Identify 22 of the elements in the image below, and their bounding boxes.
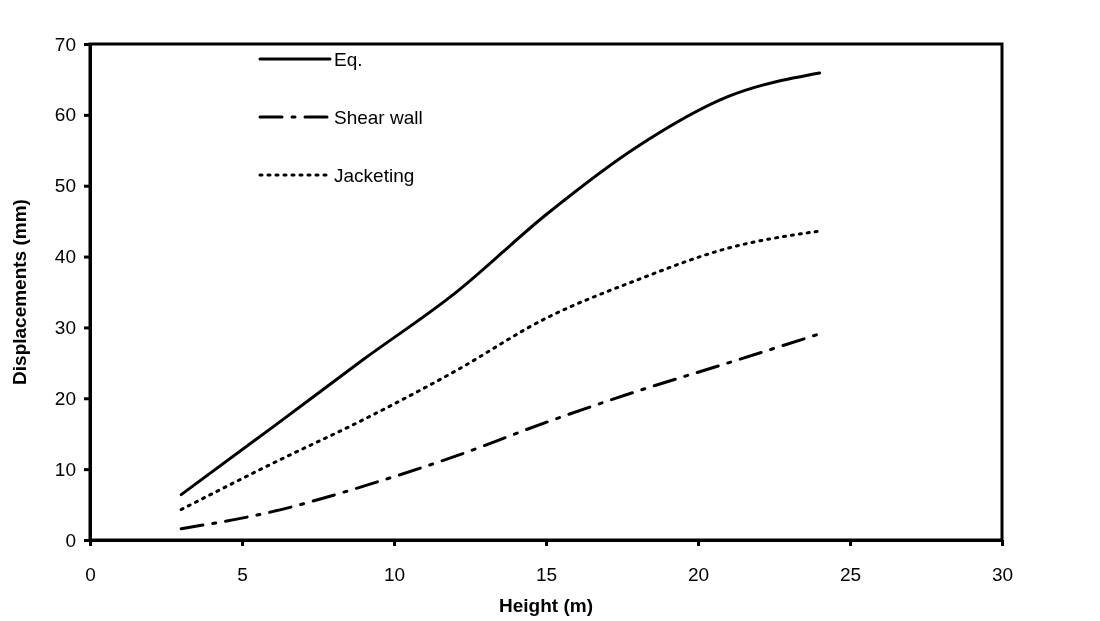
legend-label: Eq. [334,49,363,70]
line-series [179,229,822,512]
y-tick-label: 10 [54,458,76,480]
x-tick-label: 5 [237,564,248,586]
x-tick-label: 15 [535,564,558,586]
x-axis-title: Height (m) [499,595,593,616]
line-series [179,71,822,497]
legend-label: Shear wall [334,107,423,128]
y-tick-label: 0 [65,529,76,551]
y-axis-title: Displacements (mm) [9,199,30,385]
y-tick-label: 40 [54,246,76,268]
x-tick-label: 25 [839,564,862,586]
x-tick-label: 30 [991,564,1014,586]
x-tick-label: 10 [383,564,406,586]
y-tick-label: 30 [54,317,76,339]
x-tick-label: 0 [85,564,96,586]
y-tick-label: 60 [54,104,76,126]
y-tick-label: 50 [54,175,76,197]
y-tick-label: 70 [54,33,76,55]
x-tick-label: 20 [687,564,710,586]
y-tick-label: 20 [54,387,76,409]
legend-label: Jacketing [334,165,415,186]
